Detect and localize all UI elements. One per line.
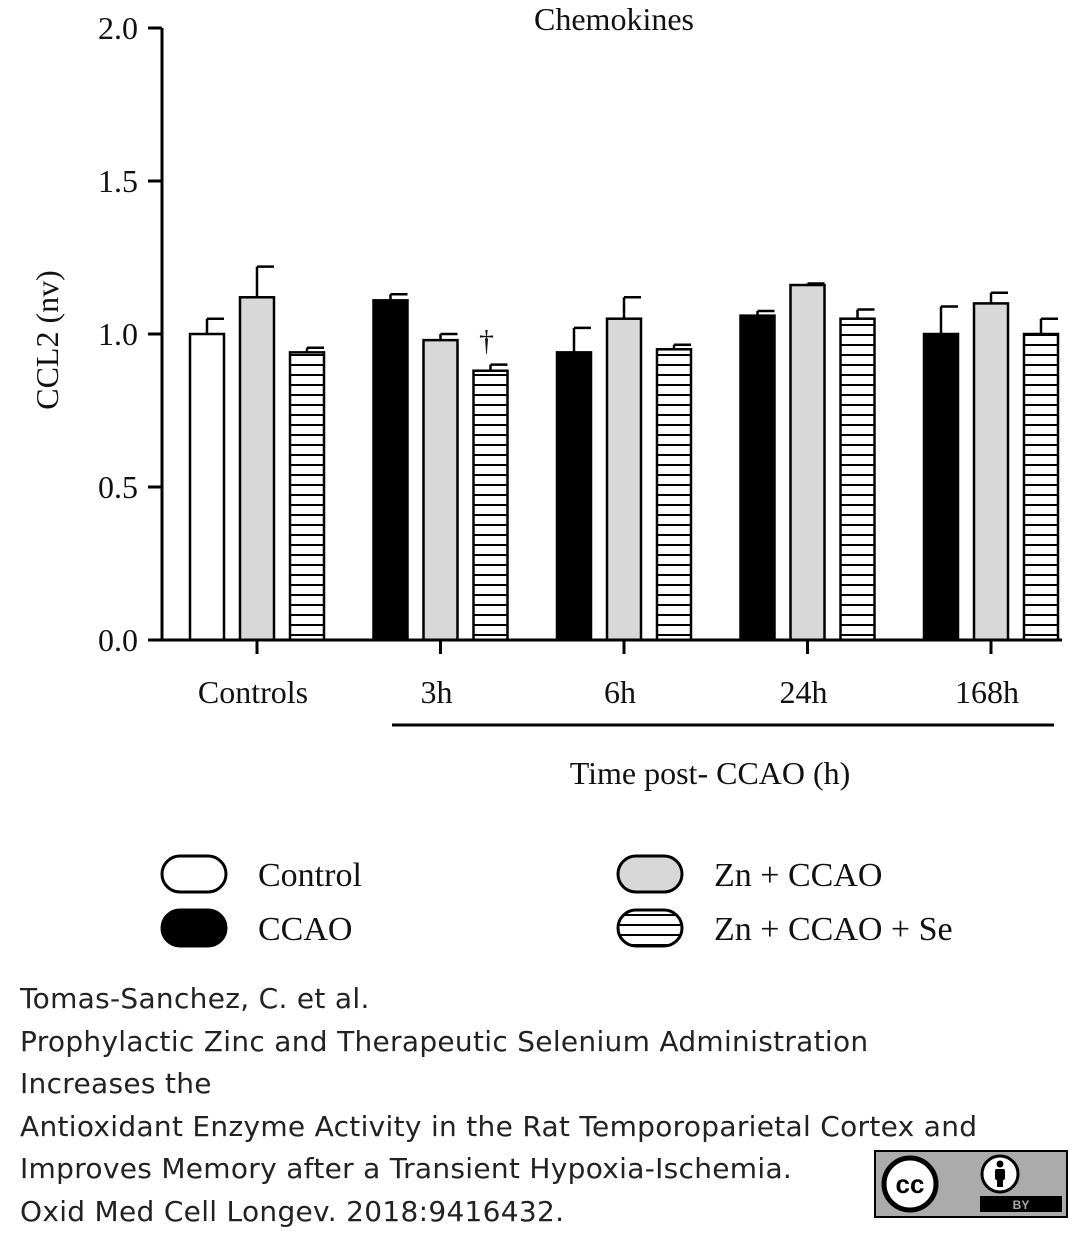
x-tick-label: 6h: [604, 674, 636, 710]
x-axis: Controls 3h 6h 24h 168h: [162, 640, 1062, 710]
citation-line: Increases the: [20, 1063, 1060, 1106]
legend-label: Zn + CCAO: [714, 857, 882, 894]
bar: [607, 319, 641, 640]
y-tick-label: 1.5: [98, 163, 138, 199]
citation-line: Tomas-Sanchez, C. et al.: [20, 978, 1060, 1021]
bar: [474, 371, 508, 640]
x-axis-label: Time post- CCAO (h): [570, 755, 851, 791]
y-tick-label: 2.0: [98, 10, 138, 46]
y-tick-label: 0.0: [98, 622, 138, 658]
bar: [290, 352, 324, 640]
bar: [974, 303, 1008, 640]
cc-label: cc: [896, 1169, 925, 1199]
legend-swatch: [162, 856, 226, 892]
y-axis-label: CCL2 (nv): [29, 270, 65, 410]
cc-by-license-badge: BY cc: [874, 1150, 1068, 1218]
bar: [424, 340, 458, 640]
y-tick-label: 0.5: [98, 469, 138, 505]
person-icon: [982, 1156, 1018, 1192]
legend-swatch: [618, 910, 682, 946]
x-tick-label: 3h: [421, 674, 453, 710]
legend: Control Zn + CCAO CCAO Zn + CCAO + Se: [162, 856, 953, 948]
bar: [557, 352, 591, 640]
bars: †: [190, 267, 1058, 640]
y-tick-label: 1.0: [98, 316, 138, 352]
bar: [924, 334, 958, 640]
x-tick-label: 168h: [955, 674, 1019, 710]
citation-line: Prophylactic Zinc and Therapeutic Seleni…: [20, 1021, 1060, 1064]
bar: [657, 349, 691, 640]
legend-label: Zn + CCAO + Se: [714, 911, 953, 948]
legend-swatch: [618, 856, 682, 892]
bar: [190, 334, 224, 640]
bar: [841, 319, 875, 640]
bar: [374, 300, 408, 640]
x-tick-label: Controls: [198, 674, 308, 710]
citation-line: Antioxidant Enzyme Activity in the Rat T…: [20, 1106, 1060, 1149]
chart-title: Chemokines: [534, 1, 694, 37]
legend-swatch: [162, 910, 226, 946]
significance-marker: †: [479, 325, 494, 358]
legend-label: Control: [258, 857, 362, 894]
bar: [240, 297, 274, 640]
x-tick-label: 24h: [780, 674, 828, 710]
cc-icon: cc: [884, 1158, 936, 1210]
y-axis: 0.0 0.5 1.0 1.5 2.0: [98, 10, 162, 658]
bar: [741, 316, 775, 640]
bar: [791, 285, 825, 640]
bar-chart: Chemokines 0.0 0.5 1.0 1.5 2.0 CCL2 (nv) † C…: [0, 0, 1080, 960]
legend-label: CCAO: [258, 911, 352, 948]
bar: [1024, 334, 1058, 640]
by-label: BY: [1013, 1198, 1030, 1212]
